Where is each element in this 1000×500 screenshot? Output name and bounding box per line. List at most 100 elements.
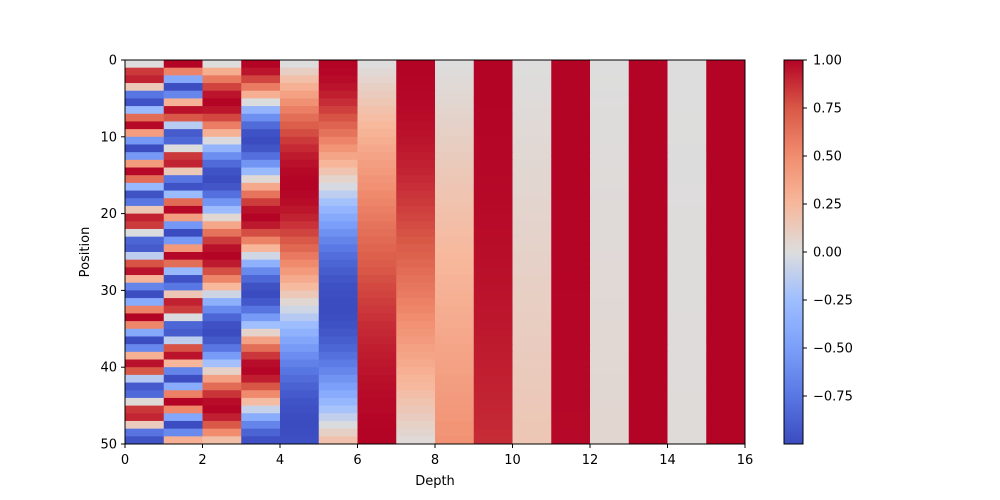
- heatmap-cell: [396, 413, 436, 422]
- heatmap-cell: [512, 129, 552, 138]
- heatmap-cell: [280, 159, 320, 169]
- heatmap-cell: [551, 405, 591, 414]
- heatmap-cell: [241, 328, 281, 337]
- heatmap-cell: [551, 359, 591, 368]
- heatmap-cell: [706, 67, 746, 76]
- heatmap-cell: [706, 167, 746, 176]
- heatmap-cell: [163, 205, 203, 215]
- heatmap-cell: [280, 75, 320, 84]
- heatmap-cell: [667, 390, 707, 399]
- heatmap-cell: [241, 259, 281, 268]
- heatmap-cell: [241, 313, 281, 322]
- heatmap-cell: [512, 290, 552, 299]
- colorbar-tick-label: −0.50: [813, 342, 853, 357]
- heatmap-cell: [628, 144, 668, 153]
- heatmap-cell: [628, 67, 668, 76]
- heatmap-cell: [318, 182, 358, 192]
- x-tick-label: 0: [121, 453, 129, 468]
- heatmap-cell: [202, 75, 242, 84]
- heatmap-cell: [473, 374, 513, 384]
- heatmap-cell: [357, 83, 397, 92]
- heatmap-cell: [512, 275, 552, 284]
- heatmap-cell: [357, 275, 397, 284]
- heatmap-cell: [667, 83, 707, 92]
- heatmap-cell: [590, 259, 630, 268]
- heatmap-cell: [125, 374, 165, 384]
- heatmap-cell: [628, 382, 668, 391]
- x-tick-label: 8: [431, 453, 439, 468]
- heatmap-cell: [435, 175, 475, 184]
- heatmap-cell: [202, 359, 242, 368]
- heatmap-cell: [706, 275, 746, 284]
- heatmap-cell: [318, 374, 358, 384]
- heatmap-cell: [125, 113, 165, 122]
- heatmap-cell: [125, 213, 165, 222]
- heatmap-cell: [396, 290, 436, 299]
- heatmap-cell: [435, 290, 475, 299]
- heatmap-cell: [318, 275, 358, 284]
- heatmap-cell: [202, 344, 242, 353]
- heatmap-cell: [241, 405, 281, 414]
- heatmap-cell: [241, 60, 281, 69]
- heatmap-cell: [280, 136, 320, 145]
- heatmap-cell: [551, 167, 591, 176]
- heatmap-cell: [125, 175, 165, 184]
- heatmap-cell: [628, 282, 668, 291]
- heatmap-cell: [202, 328, 242, 337]
- heatmap-cell: [396, 106, 436, 115]
- heatmap-cell: [241, 144, 281, 153]
- y-tick-label: 50: [100, 438, 117, 453]
- heatmap-cell: [667, 413, 707, 422]
- heatmap-cell: [590, 213, 630, 222]
- heatmap-cell: [706, 252, 746, 261]
- heatmap-cell: [590, 75, 630, 84]
- heatmap-cell: [628, 321, 668, 330]
- heatmap-cell: [667, 351, 707, 361]
- heatmap-cell: [473, 367, 513, 376]
- heatmap-cell: [280, 259, 320, 268]
- heatmap-cell: [318, 152, 358, 161]
- heatmap-cell: [357, 344, 397, 353]
- heatmap-cell: [473, 252, 513, 261]
- heatmap-cell: [396, 405, 436, 414]
- heatmap-cell: [318, 67, 358, 76]
- heatmap-cell: [318, 121, 358, 130]
- heatmap-cell: [280, 60, 320, 69]
- heatmap-cell: [435, 267, 475, 276]
- heatmap-cell: [551, 244, 591, 253]
- heatmap-cell: [241, 282, 281, 291]
- heatmap-cell: [512, 313, 552, 322]
- heatmap-cell: [163, 213, 203, 222]
- heatmap-cell: [163, 182, 203, 192]
- heatmap-cell: [706, 290, 746, 299]
- heatmap-cell: [551, 382, 591, 391]
- heatmap-cell: [590, 175, 630, 184]
- heatmap-cell: [473, 390, 513, 399]
- heatmap-cell: [473, 228, 513, 238]
- heatmap-cell: [396, 198, 436, 207]
- heatmap-cell: [163, 282, 203, 291]
- heatmap-cell: [357, 213, 397, 222]
- heatmap-cell: [163, 374, 203, 384]
- colorbar-tick-label: −0.25: [813, 294, 853, 309]
- y-tick-label: 40: [100, 361, 117, 376]
- heatmap-cell: [163, 367, 203, 376]
- heatmap-cell: [125, 344, 165, 353]
- heatmap-cell: [163, 344, 203, 353]
- colorbar: [783, 59, 804, 445]
- heatmap-cell: [163, 60, 203, 69]
- heatmap-cell: [280, 290, 320, 299]
- heatmap-cell: [241, 167, 281, 176]
- heatmap-cell: [202, 244, 242, 253]
- heatmap-cell: [667, 305, 707, 314]
- heatmap-cell: [667, 259, 707, 268]
- heatmap-cell: [241, 205, 281, 215]
- heatmap-cell: [667, 106, 707, 115]
- heatmap-cell: [473, 60, 513, 69]
- heatmap-cell: [551, 60, 591, 69]
- heatmap-cell: [163, 175, 203, 184]
- heatmap-cell: [473, 236, 513, 245]
- heatmap-cell: [280, 252, 320, 261]
- heatmap-cell: [125, 328, 165, 337]
- heatmap-cell: [473, 90, 513, 99]
